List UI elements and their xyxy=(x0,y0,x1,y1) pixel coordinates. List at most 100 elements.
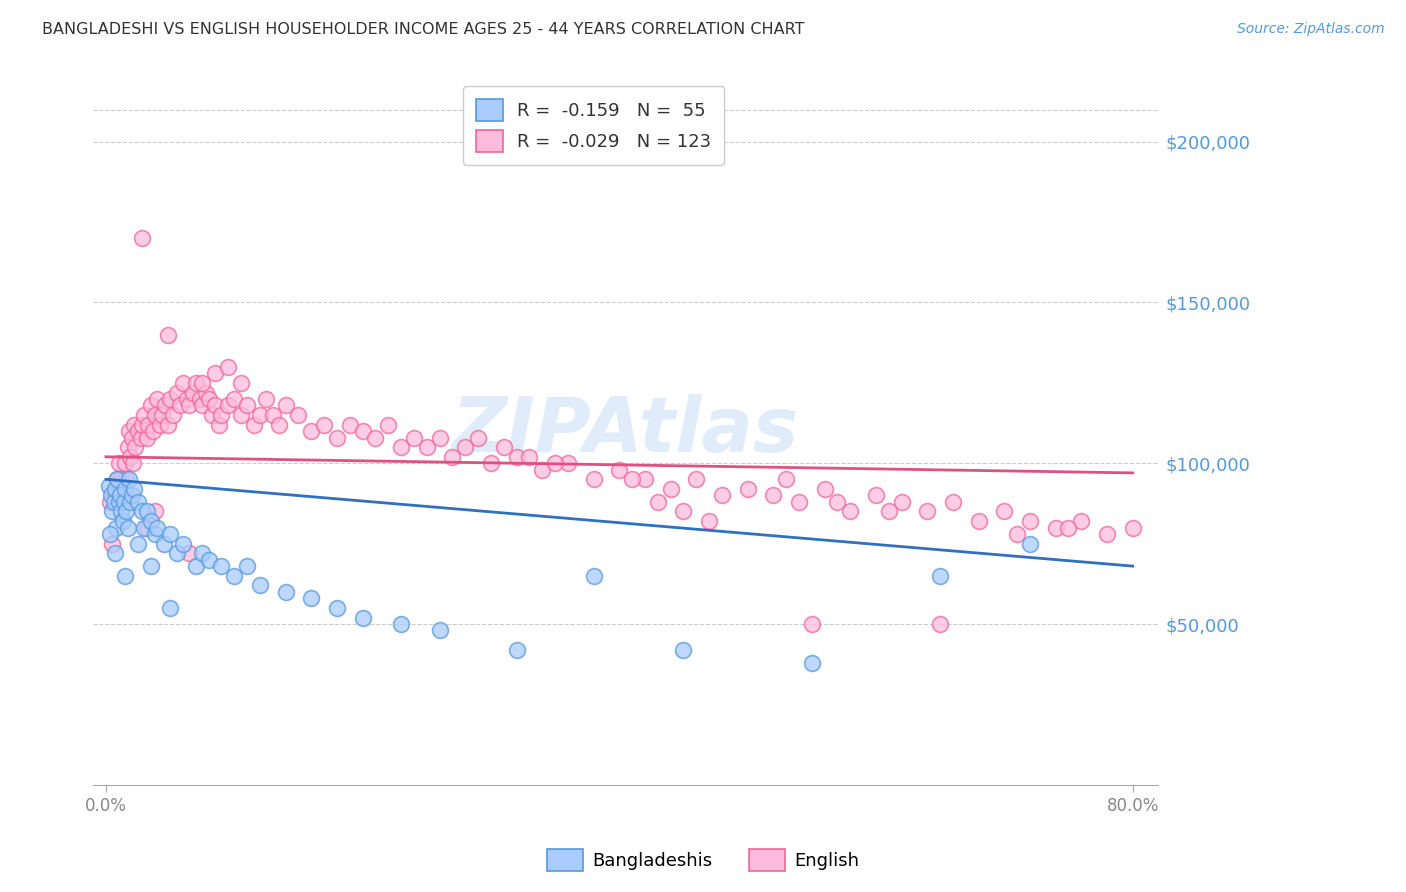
Point xyxy=(122,482,145,496)
Point xyxy=(114,568,136,582)
Point xyxy=(929,568,952,582)
Point xyxy=(217,359,239,374)
Point xyxy=(122,456,145,470)
Point xyxy=(127,536,149,550)
Point xyxy=(402,431,425,445)
Point xyxy=(100,488,122,502)
Point xyxy=(737,482,759,496)
Point xyxy=(505,450,527,464)
Point xyxy=(107,472,129,486)
Point xyxy=(647,495,669,509)
Point xyxy=(121,488,143,502)
Point xyxy=(993,504,1015,518)
Point xyxy=(129,431,152,445)
Point xyxy=(152,536,174,550)
Point xyxy=(143,504,166,518)
Point xyxy=(582,472,605,486)
Point xyxy=(377,417,399,432)
Point xyxy=(787,495,810,509)
Point xyxy=(204,366,226,380)
Point xyxy=(184,376,207,390)
Point xyxy=(191,546,214,560)
Point xyxy=(236,398,259,412)
Point xyxy=(254,392,277,406)
Point xyxy=(1019,536,1042,550)
Point xyxy=(454,440,477,454)
Point xyxy=(211,408,233,422)
Point xyxy=(162,408,184,422)
Point xyxy=(197,552,219,566)
Point xyxy=(142,424,165,438)
Point xyxy=(429,431,451,445)
Point xyxy=(1005,527,1028,541)
Point xyxy=(697,514,720,528)
Point xyxy=(118,424,141,438)
Point xyxy=(118,472,141,486)
Point xyxy=(117,440,139,454)
Point xyxy=(136,417,159,432)
Legend: R =  -0.159   N =  55, R =  -0.029   N = 123: R = -0.159 N = 55, R = -0.029 N = 123 xyxy=(464,87,724,165)
Point xyxy=(112,482,135,496)
Point xyxy=(326,601,349,615)
Point xyxy=(492,440,515,454)
Point xyxy=(124,440,146,454)
Point xyxy=(110,472,132,486)
Point xyxy=(339,417,361,432)
Point xyxy=(299,591,322,606)
Point xyxy=(104,482,127,496)
Point xyxy=(710,488,733,502)
Point xyxy=(917,504,939,518)
Point xyxy=(114,482,136,496)
Point xyxy=(287,408,309,422)
Point xyxy=(1070,514,1092,528)
Point xyxy=(242,417,264,432)
Point xyxy=(262,408,284,422)
Point xyxy=(211,559,233,574)
Point xyxy=(166,385,188,400)
Point xyxy=(98,495,121,509)
Point xyxy=(800,617,823,632)
Point xyxy=(229,376,252,390)
Point xyxy=(98,527,121,541)
Point xyxy=(775,472,797,486)
Point xyxy=(217,398,239,412)
Point xyxy=(156,327,179,342)
Point xyxy=(134,520,156,534)
Point xyxy=(204,398,226,412)
Point xyxy=(1095,527,1118,541)
Point xyxy=(877,504,900,518)
Point xyxy=(107,495,129,509)
Point xyxy=(146,392,169,406)
Point xyxy=(104,546,127,560)
Point xyxy=(274,398,297,412)
Point xyxy=(103,495,125,509)
Point xyxy=(121,431,143,445)
Point xyxy=(274,585,297,599)
Point xyxy=(122,417,145,432)
Point xyxy=(890,495,912,509)
Point xyxy=(112,495,135,509)
Point xyxy=(441,450,464,464)
Point xyxy=(152,408,174,422)
Point xyxy=(967,514,990,528)
Point xyxy=(108,488,131,502)
Point xyxy=(191,398,214,412)
Point xyxy=(249,408,271,422)
Point xyxy=(136,520,159,534)
Point xyxy=(166,546,188,560)
Point xyxy=(236,559,259,574)
Point xyxy=(249,578,271,592)
Point xyxy=(364,431,387,445)
Point xyxy=(269,417,291,432)
Point xyxy=(188,392,211,406)
Legend: Bangladeshis, English: Bangladeshis, English xyxy=(540,842,866,879)
Point xyxy=(143,408,166,422)
Point xyxy=(195,385,218,400)
Point xyxy=(115,504,138,518)
Point xyxy=(131,504,153,518)
Point xyxy=(314,417,336,432)
Point xyxy=(131,231,153,245)
Point xyxy=(159,527,181,541)
Text: ZIPAtlas: ZIPAtlas xyxy=(453,394,800,468)
Point xyxy=(159,601,181,615)
